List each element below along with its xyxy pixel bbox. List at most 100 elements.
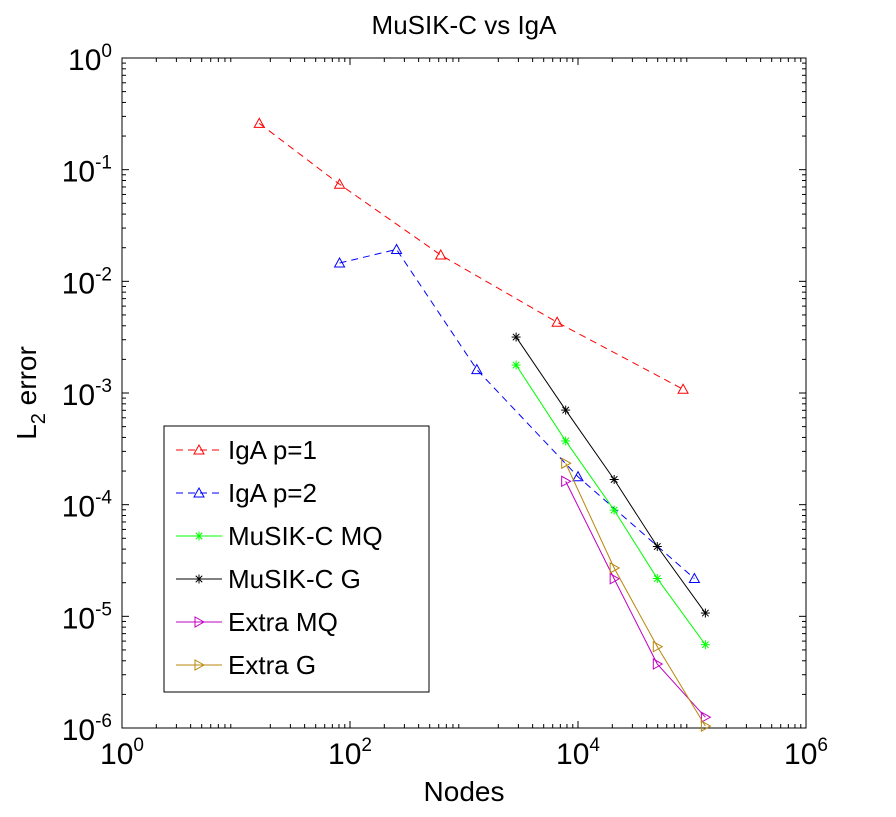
star-stroke <box>512 361 520 369</box>
y-tick-label: 10-6 <box>62 711 112 747</box>
series-layer <box>253 117 712 732</box>
star-stroke <box>653 574 661 583</box>
y-tick-exponent: -3 <box>95 376 112 397</box>
x-tick-base: 10 <box>328 738 361 771</box>
series-line-extra-g <box>565 463 706 727</box>
y-tick-exponent: -1 <box>95 153 112 174</box>
data-point-iga-p-2 <box>390 243 403 254</box>
x-tick-label: 100 <box>100 735 144 771</box>
data-point-musik-c-mq <box>700 640 710 650</box>
y-axis-label-text: L2 error <box>11 346 50 440</box>
data-point-iga-p-2 <box>333 256 346 268</box>
y-tick-base: 10 <box>62 491 95 524</box>
data-point-musik-c-mq <box>561 436 571 446</box>
y-axis-label-sub: 2 <box>28 413 50 424</box>
y-tick-exponent: -6 <box>95 711 112 732</box>
y-tick-label: 100 <box>68 41 112 77</box>
series-extra-mq <box>561 475 712 724</box>
star-stroke <box>610 475 618 484</box>
chart-title: MuSIK-C vs IgA <box>372 10 558 40</box>
data-point-iga-p-1 <box>333 178 346 189</box>
data-point-iga-p-1 <box>253 117 266 128</box>
legend-label: IgA p=1 <box>228 435 317 465</box>
data-point-extra-mq <box>700 711 712 724</box>
x-tick-label: 102 <box>328 735 372 771</box>
y-axis-label-main: L <box>11 424 42 440</box>
legend-label: Extra G <box>228 650 316 680</box>
y-tick-base: 10 <box>62 602 95 635</box>
data-point-iga-p-2 <box>470 363 483 375</box>
data-point-iga-p-1 <box>677 383 689 394</box>
data-point-extra-g <box>652 640 664 653</box>
legend-entry-extra-mq: Extra MQ <box>176 607 338 637</box>
star-stroke <box>562 437 570 445</box>
y-tick-label: 10-4 <box>62 488 113 524</box>
series-extra-g <box>561 457 712 732</box>
legend-entry-iga-p-2: IgA p=2 <box>176 478 317 508</box>
x-tick-exponent: 2 <box>361 735 372 756</box>
legend-swatch-marker <box>194 659 206 671</box>
y-tick-exponent: 0 <box>101 41 112 62</box>
y-tick-base: 10 <box>68 44 101 77</box>
star-stroke <box>701 641 709 649</box>
data-point-musik-c-g <box>700 608 710 618</box>
star-stroke <box>610 506 618 514</box>
y-tick-base: 10 <box>62 156 95 189</box>
data-point-musik-c-g <box>652 542 662 552</box>
data-point-musik-c-g <box>511 332 521 342</box>
star-stroke <box>195 532 203 540</box>
series-line-iga-p-2 <box>339 248 695 579</box>
y-axis-label-rest: error <box>11 346 42 405</box>
data-point-musik-c-mq <box>652 574 662 584</box>
legend-entry-iga-p-1: IgA p=1 <box>176 435 317 465</box>
series-musik-c-g <box>511 332 710 618</box>
x-tick-base: 10 <box>556 738 589 771</box>
data-point-extra-mq <box>561 475 572 488</box>
data-point-extra-mq <box>652 658 664 670</box>
star-stroke <box>562 406 570 414</box>
y-tick-base: 10 <box>62 379 95 412</box>
series-iga-p-1 <box>253 117 689 394</box>
x-tick-base: 10 <box>100 738 133 771</box>
legend-swatch-marker <box>194 531 204 541</box>
y-tick-label: 10-3 <box>62 376 112 412</box>
legend-swatch-marker <box>193 486 205 498</box>
data-point-iga-p-2 <box>688 572 701 584</box>
data-point-musik-c-mq <box>511 360 521 370</box>
x-tick-exponent: 6 <box>817 735 828 756</box>
y-tick-base: 10 <box>62 714 95 747</box>
x-axis-label: Nodes <box>424 776 505 807</box>
x-tick-exponent: 4 <box>589 735 600 756</box>
x-tick-base: 10 <box>784 738 817 771</box>
legend-swatch-marker <box>194 574 204 584</box>
data-point-iga-p-1 <box>434 249 447 260</box>
legend-entry-extra-g: Extra G <box>176 650 316 680</box>
data-point-musik-c-g <box>609 475 619 485</box>
data-point-extra-g <box>561 457 572 470</box>
star-stroke <box>195 575 203 583</box>
legend-label: IgA p=2 <box>228 478 317 508</box>
series-line-extra-mq <box>565 481 706 718</box>
data-point-iga-p-1 <box>551 316 563 327</box>
star-stroke <box>653 542 661 551</box>
legend-label: Extra MQ <box>228 607 338 637</box>
legend-label: MuSIK-C MQ <box>228 521 383 551</box>
y-axis-label: L2 error <box>11 346 50 440</box>
legend: IgA p=1 IgA p=2 MuSIK-C MQ MuSIK-C G Extra M… <box>163 425 430 693</box>
y-tick-exponent: -5 <box>95 599 112 620</box>
y-tick-base: 10 <box>62 267 95 300</box>
star-stroke <box>512 333 520 341</box>
data-point-musik-c-g <box>561 405 571 415</box>
y-tick-label: 10-2 <box>62 264 112 300</box>
y-tick-exponent: -2 <box>95 264 112 285</box>
legend-box <box>163 425 430 693</box>
series-iga-p-2 <box>333 243 701 584</box>
data-point-musik-c-mq <box>609 505 619 515</box>
x-tick-label: 106 <box>784 735 828 771</box>
data-point-extra-mq <box>609 572 621 585</box>
legend-entry-musik-c-g: MuSIK-C G <box>176 564 361 594</box>
y-tick-label: 10-1 <box>62 153 112 189</box>
